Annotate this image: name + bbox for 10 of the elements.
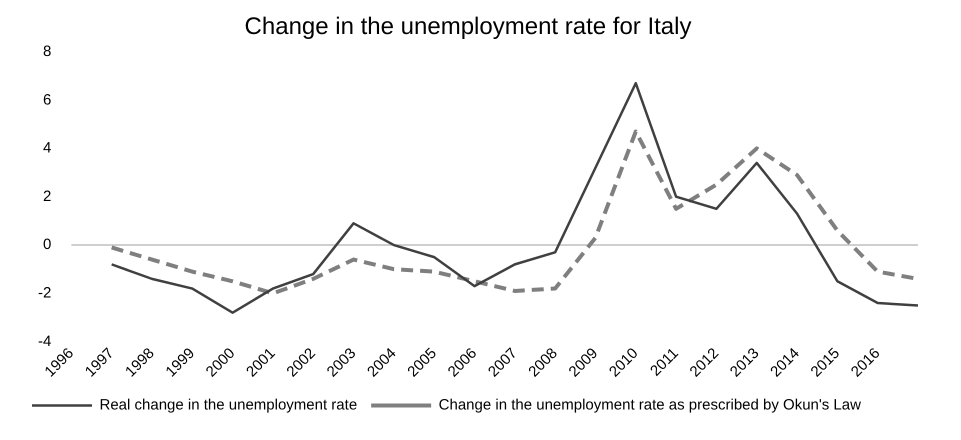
- y-tick-label: -4: [38, 332, 52, 350]
- y-tick-label: 6: [42, 91, 52, 108]
- legend-label: Change in the unemployment rate as prescribed by Okun's Law: [438, 396, 862, 414]
- legend-label: Real change in the unemployment rate: [100, 396, 358, 414]
- y-tick-label: 0: [42, 236, 52, 254]
- y-tick-label: 2: [42, 188, 52, 205]
- y-tick-label: 8: [42, 42, 52, 60]
- chart-title: Change in the unemployment rate for Italy: [244, 13, 692, 40]
- y-tick-label: -2: [38, 284, 52, 302]
- y-tick-label: 4: [42, 140, 52, 157]
